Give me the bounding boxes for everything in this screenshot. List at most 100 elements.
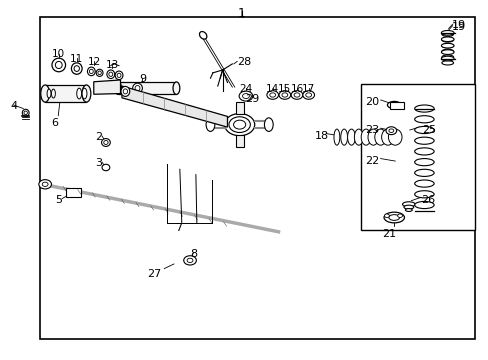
Text: 28: 28 <box>237 58 251 67</box>
Ellipse shape <box>414 148 433 155</box>
Ellipse shape <box>374 129 386 145</box>
Text: 4: 4 <box>10 101 17 111</box>
Ellipse shape <box>441 38 453 42</box>
Text: 2: 2 <box>95 132 102 142</box>
Ellipse shape <box>414 116 433 123</box>
Ellipse shape <box>441 49 453 54</box>
Ellipse shape <box>388 215 399 220</box>
Ellipse shape <box>441 50 453 54</box>
Text: 16: 16 <box>290 84 303 94</box>
Circle shape <box>397 214 402 217</box>
Ellipse shape <box>414 105 433 112</box>
Text: 10: 10 <box>52 49 65 59</box>
Ellipse shape <box>121 86 129 96</box>
Text: 7: 7 <box>175 223 182 233</box>
Circle shape <box>385 127 396 135</box>
Ellipse shape <box>405 208 411 211</box>
Ellipse shape <box>264 118 273 131</box>
Text: 22: 22 <box>364 156 378 166</box>
Ellipse shape <box>367 129 378 145</box>
Ellipse shape <box>414 137 433 144</box>
Bar <box>40 18 474 339</box>
Text: 20: 20 <box>364 97 378 107</box>
Ellipse shape <box>414 126 433 134</box>
Ellipse shape <box>199 32 206 39</box>
Ellipse shape <box>82 85 91 102</box>
Ellipse shape <box>361 129 370 145</box>
Ellipse shape <box>441 55 453 59</box>
Ellipse shape <box>441 44 453 48</box>
Ellipse shape <box>52 58 65 72</box>
Circle shape <box>293 93 299 97</box>
Circle shape <box>384 214 388 217</box>
Ellipse shape <box>74 66 79 71</box>
Ellipse shape <box>77 88 81 99</box>
Ellipse shape <box>47 89 51 98</box>
Ellipse shape <box>441 37 453 41</box>
Ellipse shape <box>89 69 93 73</box>
Polygon shape <box>118 82 176 94</box>
Circle shape <box>183 256 196 265</box>
Text: 1: 1 <box>238 7 245 20</box>
Text: 8: 8 <box>189 249 197 258</box>
Bar <box>361 84 474 230</box>
Ellipse shape <box>103 140 108 144</box>
Circle shape <box>269 93 275 97</box>
Ellipse shape <box>123 89 127 94</box>
Text: 11: 11 <box>70 54 83 64</box>
Ellipse shape <box>333 129 339 145</box>
Text: 9: 9 <box>139 73 145 84</box>
Ellipse shape <box>71 63 82 74</box>
Circle shape <box>239 91 252 101</box>
Circle shape <box>305 93 311 97</box>
Ellipse shape <box>386 102 400 109</box>
Bar <box>235 103 243 114</box>
Ellipse shape <box>441 32 453 36</box>
Circle shape <box>282 93 287 97</box>
Text: 19: 19 <box>450 20 465 30</box>
Ellipse shape <box>414 158 433 166</box>
Text: 26: 26 <box>420 195 434 205</box>
Ellipse shape <box>173 82 180 94</box>
Ellipse shape <box>224 113 254 136</box>
Circle shape <box>302 91 314 99</box>
Circle shape <box>290 91 302 99</box>
Ellipse shape <box>135 86 140 91</box>
Ellipse shape <box>403 205 413 209</box>
Ellipse shape <box>117 73 121 77</box>
Ellipse shape <box>41 85 49 102</box>
Ellipse shape <box>132 83 142 93</box>
Polygon shape <box>45 85 86 102</box>
Text: 3: 3 <box>95 158 102 168</box>
Ellipse shape <box>441 56 453 61</box>
Ellipse shape <box>82 88 87 99</box>
Ellipse shape <box>387 129 401 145</box>
Text: 19: 19 <box>450 22 465 32</box>
Ellipse shape <box>115 71 122 80</box>
Circle shape <box>39 180 51 189</box>
Text: 25: 25 <box>421 125 435 135</box>
Ellipse shape <box>51 89 55 98</box>
Ellipse shape <box>96 69 103 76</box>
Ellipse shape <box>347 129 355 145</box>
Ellipse shape <box>115 82 121 94</box>
Ellipse shape <box>441 61 453 65</box>
Ellipse shape <box>354 129 363 145</box>
Ellipse shape <box>340 129 347 145</box>
Circle shape <box>388 129 393 132</box>
Ellipse shape <box>109 72 113 76</box>
Text: 17: 17 <box>302 84 315 94</box>
Text: 24: 24 <box>239 84 252 94</box>
Ellipse shape <box>414 180 433 187</box>
Text: 5: 5 <box>55 195 62 205</box>
Bar <box>235 135 243 147</box>
Text: 6: 6 <box>51 118 58 128</box>
Ellipse shape <box>414 202 433 208</box>
Bar <box>66 188 81 197</box>
Ellipse shape <box>24 111 27 114</box>
Ellipse shape <box>395 105 403 109</box>
Polygon shape <box>122 86 227 127</box>
Circle shape <box>42 182 48 186</box>
Ellipse shape <box>381 129 393 145</box>
Polygon shape <box>94 80 120 94</box>
